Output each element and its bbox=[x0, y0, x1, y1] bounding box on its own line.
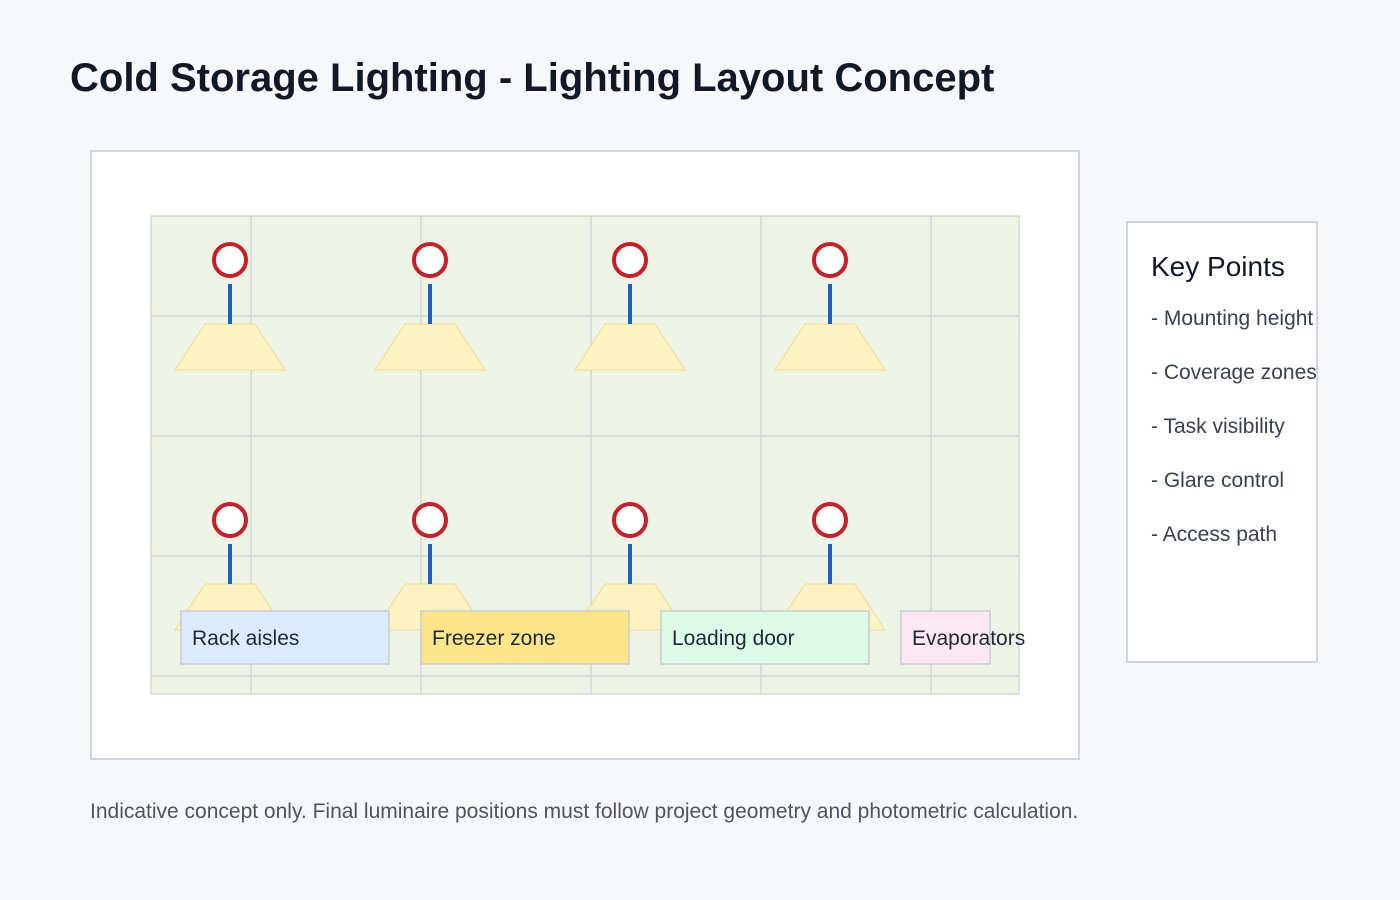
zone-label: Rack aisles bbox=[180, 610, 390, 665]
page-title: Cold Storage Lighting - Lighting Layout … bbox=[70, 56, 995, 100]
light-beam bbox=[574, 323, 686, 371]
key-point-item: - Task visibility bbox=[1151, 415, 1285, 438]
zone-box bbox=[660, 610, 870, 665]
key-point-item: - Glare control bbox=[1151, 469, 1285, 492]
zone-text: Loading door bbox=[672, 627, 795, 650]
zone-box bbox=[420, 610, 630, 665]
luminaire-icon bbox=[812, 242, 848, 278]
zone-labels: Rack aisles Freezer zone Loading door Evapo… bbox=[180, 610, 1025, 665]
zone-box bbox=[180, 610, 390, 665]
luminaire-icon bbox=[412, 502, 448, 538]
luminaire bbox=[774, 242, 886, 371]
zone-label: Freezer zone bbox=[420, 610, 630, 665]
luminaire bbox=[374, 242, 486, 371]
luminaire-layer bbox=[174, 242, 886, 631]
luminaire bbox=[574, 242, 686, 371]
zone-text: Evaporators bbox=[912, 627, 1025, 650]
key-points-title: Key Points bbox=[1151, 251, 1285, 282]
luminaire-icon bbox=[612, 242, 648, 278]
key-point-item: - Mounting height bbox=[1151, 307, 1314, 330]
light-beam bbox=[174, 323, 286, 371]
key-points-panel: Key Points - Mounting height - Coverage … bbox=[1126, 221, 1318, 663]
luminaire-icon bbox=[212, 502, 248, 538]
luminaire-icon bbox=[612, 502, 648, 538]
zone-label: Loading door bbox=[660, 610, 870, 665]
zone-label: Evaporators bbox=[900, 610, 1025, 665]
footnote: Indicative concept only. Final luminaire… bbox=[90, 800, 1079, 823]
key-point-item: - Access path bbox=[1151, 523, 1278, 546]
zone-box bbox=[900, 610, 991, 665]
luminaire-icon bbox=[412, 242, 448, 278]
zone-text: Rack aisles bbox=[192, 627, 299, 650]
light-beam bbox=[774, 323, 886, 371]
luminaire-icon bbox=[812, 502, 848, 538]
luminaire bbox=[174, 242, 286, 371]
key-point-item: - Coverage zones bbox=[1151, 361, 1317, 384]
luminaire-icon bbox=[212, 242, 248, 278]
zone-text: Freezer zone bbox=[432, 627, 556, 650]
light-beam bbox=[374, 323, 486, 371]
